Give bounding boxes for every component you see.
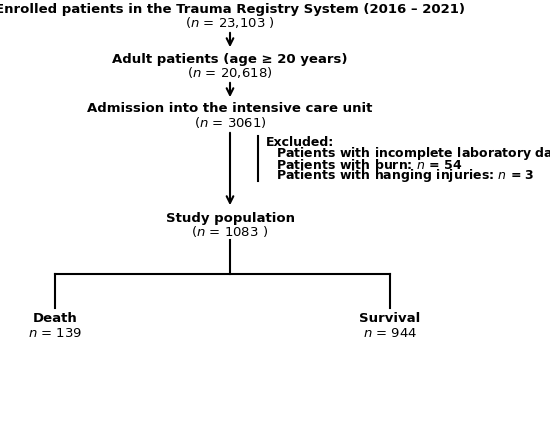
Text: Patients with burn: $\mathit{n}$ = 54: Patients with burn: $\mathit{n}$ = 54 (276, 158, 462, 172)
Text: Study population: Study population (166, 212, 294, 225)
Text: Excluded:: Excluded: (266, 135, 334, 148)
Text: Admission into the intensive care unit: Admission into the intensive care unit (87, 102, 373, 115)
Text: Survival: Survival (359, 312, 421, 325)
Text: $\mathit{n}$ = 944: $\mathit{n}$ = 944 (363, 327, 417, 340)
Text: ($\mathit{n}$ = 20,618): ($\mathit{n}$ = 20,618) (187, 65, 273, 81)
Text: Adult patients (age ≥ 20 years): Adult patients (age ≥ 20 years) (112, 52, 348, 65)
Text: ($\mathit{n}$ = 1083 ): ($\mathit{n}$ = 1083 ) (191, 224, 268, 239)
Text: Patients with hanging injuries: $\mathit{n}$ = 3: Patients with hanging injuries: $\mathit… (276, 167, 535, 184)
Text: ($\mathit{n}$ = 23,103 ): ($\mathit{n}$ = 23,103 ) (185, 15, 275, 30)
Text: Patients with incomplete laboratory data: $\mathit{n}$ = 1921: Patients with incomplete laboratory data… (276, 145, 550, 162)
Text: $\mathit{n}$ = 139: $\mathit{n}$ = 139 (28, 327, 82, 340)
Text: Death: Death (32, 312, 78, 325)
Text: ($\mathit{n}$ = 3061): ($\mathit{n}$ = 3061) (194, 115, 266, 130)
Text: Enrolled patients in the Trauma Registry System (2016 – 2021): Enrolled patients in the Trauma Registry… (0, 3, 465, 15)
